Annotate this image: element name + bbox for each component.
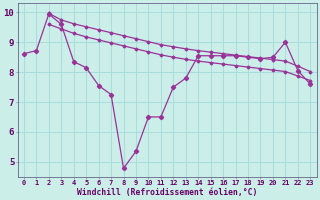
X-axis label: Windchill (Refroidissement éolien,°C): Windchill (Refroidissement éolien,°C) — [77, 188, 257, 197]
